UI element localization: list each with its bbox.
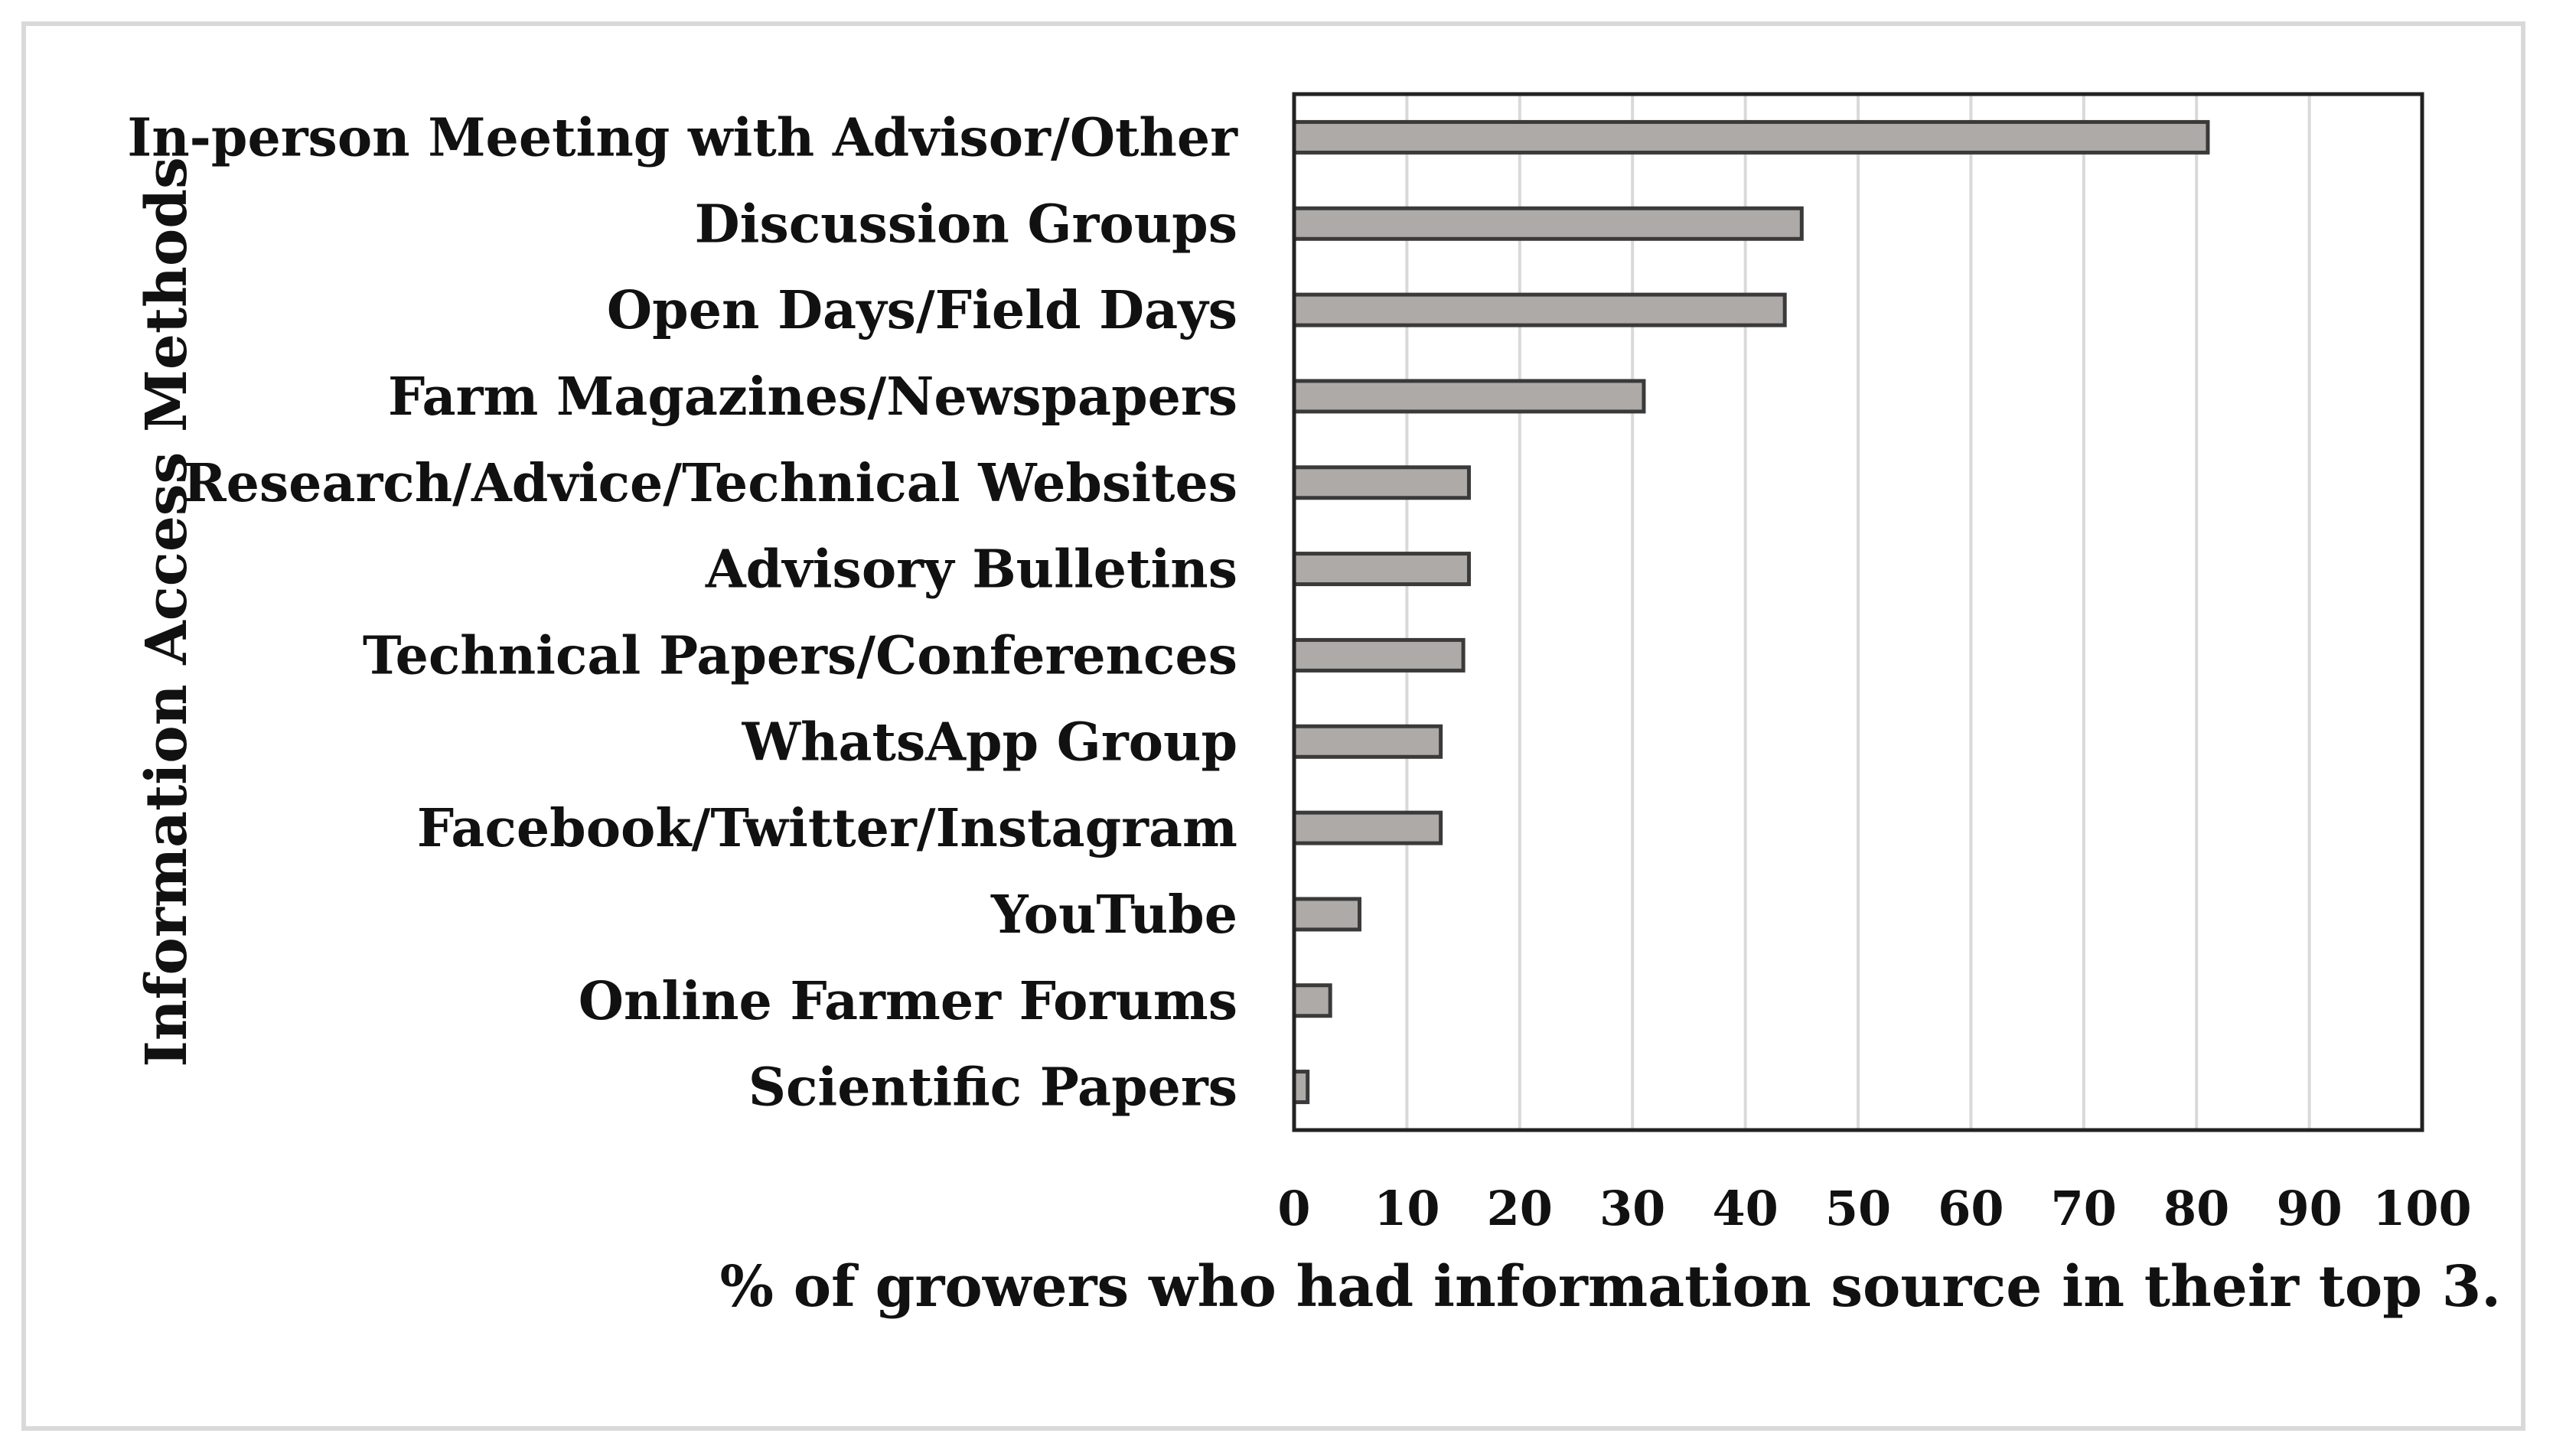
bar bbox=[1292, 206, 1804, 241]
bars bbox=[1292, 119, 2210, 1105]
bar bbox=[1292, 983, 1332, 1018]
x-tick-label: 90 bbox=[2276, 1181, 2342, 1236]
gridlines bbox=[1405, 94, 2311, 1130]
bar bbox=[1292, 379, 1646, 414]
x-tick-label: 100 bbox=[2372, 1181, 2471, 1236]
category-labels: In-person Meeting with Advisor/Other Disc… bbox=[127, 107, 1238, 1118]
category-label: Discussion Groups bbox=[695, 194, 1237, 255]
category-label: Farm Magazines/Newspapers bbox=[388, 366, 1237, 428]
chart-frame: In-person Meeting with Advisor/Other Disc… bbox=[21, 21, 2525, 1431]
x-tick-label: 70 bbox=[2051, 1181, 2117, 1236]
category-label: Open Days/Field Days bbox=[607, 280, 1237, 341]
bar bbox=[1292, 465, 1471, 500]
bar bbox=[1292, 119, 2210, 155]
bar bbox=[1292, 724, 1443, 759]
bar bbox=[1292, 810, 1443, 845]
category-label: YouTube bbox=[990, 884, 1237, 946]
bar bbox=[1292, 552, 1471, 587]
bar bbox=[1292, 897, 1361, 932]
plot-area-border bbox=[1292, 92, 2424, 1132]
category-label: Research/Advice/Technical Websites bbox=[183, 453, 1237, 514]
category-label: Advisory Bulletins bbox=[705, 539, 1237, 601]
category-label: In-person Meeting with Advisor/Other bbox=[127, 107, 1238, 168]
bar bbox=[1292, 292, 1787, 327]
bar bbox=[1292, 1070, 1310, 1105]
x-tick-label: 20 bbox=[1487, 1181, 1553, 1236]
y-axis-title: Information Access Methods bbox=[134, 157, 200, 1067]
x-tick-label: 40 bbox=[1712, 1181, 1778, 1236]
bar bbox=[1292, 637, 1466, 673]
x-tick-label: 80 bbox=[2163, 1181, 2229, 1236]
x-tick-label: 60 bbox=[1938, 1181, 2004, 1236]
x-tick-labels: 0 10 20 30 40 50 60 70 80 90 100 bbox=[1277, 1181, 2471, 1236]
x-tick-label: 50 bbox=[1825, 1181, 1891, 1236]
category-label: Online Farmer Forums bbox=[579, 971, 1237, 1032]
bar-chart: In-person Meeting with Advisor/Other Disc… bbox=[127, 92, 2501, 1320]
category-label: Facebook/Twitter/Instagram bbox=[417, 798, 1237, 859]
category-label: WhatsApp Group bbox=[742, 712, 1237, 773]
category-label: Technical Papers/Conferences bbox=[363, 625, 1237, 686]
x-tick-label: 30 bbox=[1599, 1181, 1665, 1236]
x-tick-label: 0 bbox=[1277, 1181, 1310, 1236]
x-tick-label: 10 bbox=[1374, 1181, 1440, 1236]
category-label: Scientific Papers bbox=[748, 1057, 1237, 1119]
x-axis-title: % of growers who had information source … bbox=[720, 1254, 2501, 1320]
